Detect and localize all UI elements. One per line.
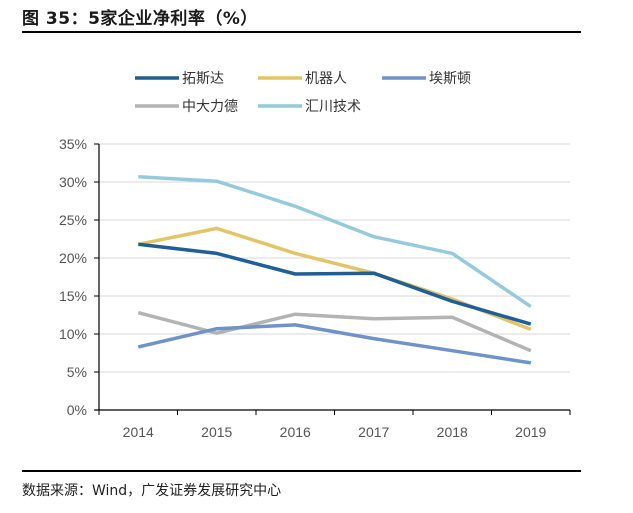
axes xyxy=(95,144,570,411)
y-tick-label: 15% xyxy=(59,288,87,304)
y-tick-label: 10% xyxy=(59,326,87,342)
legend-item: 机器人 xyxy=(258,71,347,87)
x-tick-label: 2018 xyxy=(437,424,468,440)
figure-title: 图 35：5家企业净利率（%） xyxy=(22,9,258,29)
y-tick-label: 35% xyxy=(59,136,87,152)
series-line-3 xyxy=(137,323,532,365)
source-note: 数据来源：Wind，广发证券发展研究中心 xyxy=(22,483,282,499)
legend-item: 埃斯顿 xyxy=(382,71,471,87)
legend-label: 埃斯顿 xyxy=(429,71,471,87)
y-axis-ticks: 0% 5% 10% 15% 20% 25% 30% 35% xyxy=(59,136,99,418)
legend-item: 中大力德 xyxy=(135,99,238,115)
x-tick-label: 2017 xyxy=(358,424,389,440)
series-lines xyxy=(137,174,532,365)
title-rule xyxy=(22,31,581,33)
legend-label: 机器人 xyxy=(305,71,347,87)
source-rule xyxy=(22,470,581,472)
x-tick-label: 2019 xyxy=(515,424,546,440)
y-tick-label: 20% xyxy=(59,250,87,266)
series-line-1 xyxy=(138,242,532,326)
series-line-2 xyxy=(137,226,532,332)
gridlines xyxy=(99,143,570,373)
legend-label: 拓斯达 xyxy=(182,71,224,87)
series-line-4 xyxy=(137,311,532,353)
series-line-5 xyxy=(138,174,532,309)
y-tick-label: 25% xyxy=(59,212,87,228)
legend-label: 汇川技术 xyxy=(305,99,361,115)
x-tick-label: 2015 xyxy=(201,424,232,440)
x-tick-label: 2016 xyxy=(280,424,311,440)
y-tick-label: 5% xyxy=(67,364,87,380)
legend-item: 汇川技术 xyxy=(258,99,361,115)
y-tick-label: 30% xyxy=(59,174,87,190)
legend-item: 拓斯达 xyxy=(135,71,224,87)
legend-label: 中大力德 xyxy=(182,99,238,115)
x-tick-label: 2014 xyxy=(123,424,154,440)
x-axis-ticks: 2014 2015 2016 2017 2018 2019 xyxy=(98,410,571,440)
y-tick-label: 0% xyxy=(67,402,87,418)
